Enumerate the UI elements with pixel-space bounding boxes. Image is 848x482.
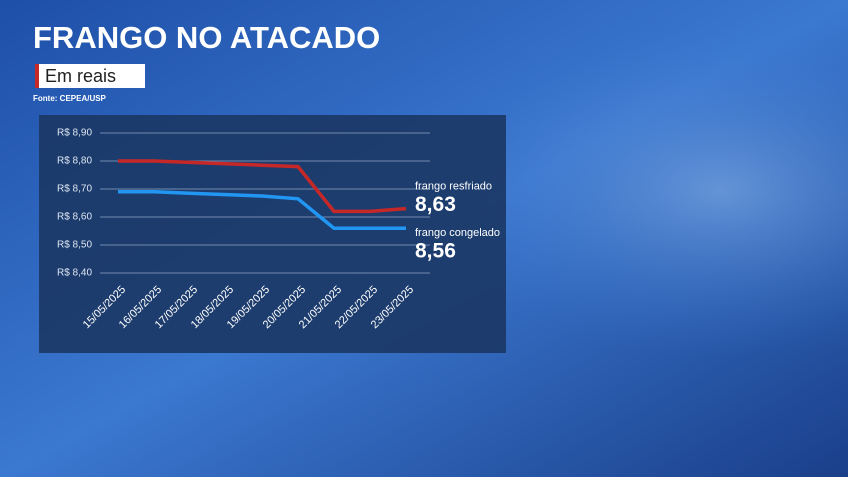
line xyxy=(118,159,407,214)
y-tick-label: R$ 8,70 xyxy=(57,184,92,195)
subtitle: Em reais xyxy=(45,66,116,86)
y-tick-label: R$ 8,90 xyxy=(57,128,92,139)
value-label: 8,56 xyxy=(415,240,456,263)
series-label: frango resfriado xyxy=(415,181,492,193)
value-label: 8,63 xyxy=(415,193,456,216)
line xyxy=(118,190,406,230)
y-tick-label: R$ 8,40 xyxy=(57,268,92,279)
subtitle-accent xyxy=(35,64,39,88)
chart-panel xyxy=(39,115,506,353)
y-tick-label: R$ 8,50 xyxy=(57,240,92,251)
title: FRANGO NO ATACADO xyxy=(33,20,380,55)
series-label: frango congelado xyxy=(415,227,500,239)
source: Fonte: CEPEA/USP xyxy=(33,94,107,103)
subtitle-box xyxy=(35,64,145,88)
y-tick-label: R$ 8,60 xyxy=(57,212,92,223)
y-tick-label: R$ 8,80 xyxy=(57,156,92,167)
